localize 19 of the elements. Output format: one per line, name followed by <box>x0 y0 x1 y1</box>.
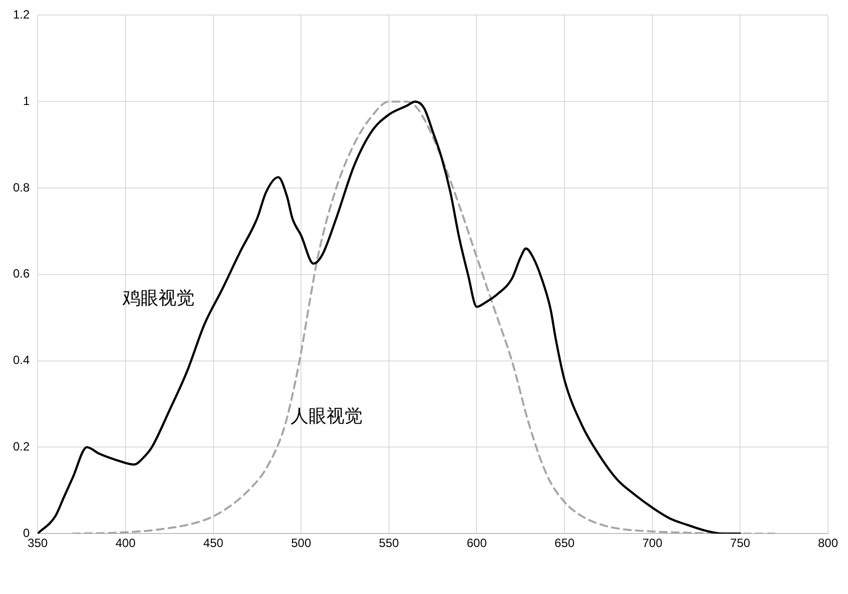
x-tick-label: 400 <box>115 536 136 550</box>
x-tick-label: 700 <box>642 536 663 550</box>
y-tick-label: 0.2 <box>12 440 30 454</box>
series-label: 鸡眼视觉 <box>122 288 195 309</box>
x-tick-label: 550 <box>378 536 400 550</box>
x-tick-label: 350 <box>28 536 48 550</box>
x-tick-label: 750 <box>730 536 751 550</box>
x-tick-label: 600 <box>466 536 488 550</box>
y-tick-label: 0 <box>22 526 30 540</box>
x-tick-label: 800 <box>818 536 838 550</box>
x-tick-label: 650 <box>554 536 575 550</box>
y-tick-label: 1 <box>22 94 30 108</box>
series-label: 人眼视觉 <box>290 406 362 428</box>
y-tick-label: 0.6 <box>12 266 30 281</box>
y-tick-label: 0.8 <box>12 180 30 194</box>
y-tick-label: 1.2 <box>12 8 30 22</box>
x-tick-label: 500 <box>291 536 312 550</box>
x-tick-label: 450 <box>203 536 224 550</box>
y-tick-label: 0.4 <box>12 353 30 368</box>
